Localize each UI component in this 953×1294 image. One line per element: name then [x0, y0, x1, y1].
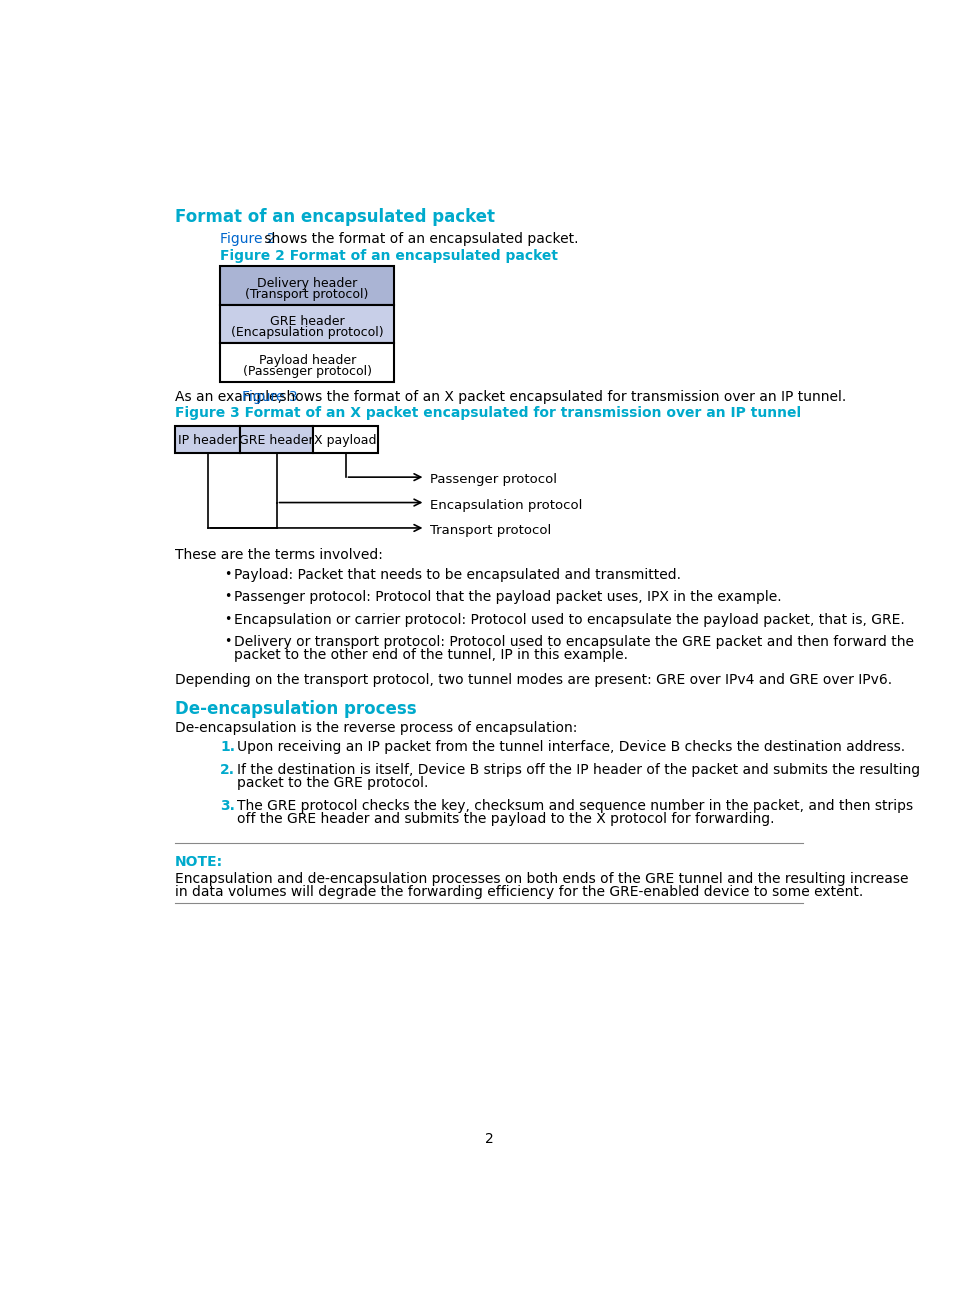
- Text: shows the format of an X packet encapsulated for transmission over an IP tunnel.: shows the format of an X packet encapsul…: [274, 389, 845, 404]
- Text: 3.: 3.: [220, 798, 234, 813]
- Text: IP header: IP header: [177, 433, 237, 446]
- Text: As an example,: As an example,: [174, 389, 286, 404]
- Text: in data volumes will degrade the forwarding efficiency for the GRE-enabled devic: in data volumes will degrade the forward…: [174, 885, 862, 899]
- Text: Transport protocol: Transport protocol: [430, 524, 551, 537]
- Text: If the destination is itself, Device B strips off the IP header of the packet an: If the destination is itself, Device B s…: [236, 762, 920, 776]
- Text: Payload: Packet that needs to be encapsulated and transmitted.: Payload: Packet that needs to be encapsu…: [233, 568, 680, 582]
- Text: Encapsulation protocol: Encapsulation protocol: [430, 498, 581, 511]
- Text: Delivery or transport protocol: Protocol used to encapsulate the GRE packet and : Delivery or transport protocol: Protocol…: [233, 635, 913, 650]
- Text: •: •: [224, 612, 231, 626]
- Text: (Transport protocol): (Transport protocol): [245, 287, 369, 300]
- Text: packet to the GRE protocol.: packet to the GRE protocol.: [236, 776, 428, 789]
- Text: Depending on the transport protocol, two tunnel modes are present: GRE over IPv4: Depending on the transport protocol, two…: [174, 673, 891, 687]
- Text: Figure 2 Format of an encapsulated packet: Figure 2 Format of an encapsulated packe…: [220, 250, 558, 263]
- Text: These are the terms involved:: These are the terms involved:: [174, 547, 382, 562]
- Text: GRE header: GRE header: [239, 433, 314, 446]
- Text: Passenger protocol: Protocol that the payload packet uses, IPX in the example.: Passenger protocol: Protocol that the pa…: [233, 590, 781, 604]
- Text: (Encapsulation protocol): (Encapsulation protocol): [231, 326, 383, 339]
- Text: Format of an encapsulated packet: Format of an encapsulated packet: [174, 207, 495, 225]
- Text: Encapsulation and de-encapsulation processes on both ends of the GRE tunnel and : Encapsulation and de-encapsulation proce…: [174, 872, 907, 886]
- Text: Figure 3 Format of an X packet encapsulated for transmission over an IP tunnel: Figure 3 Format of an X packet encapsula…: [174, 405, 801, 419]
- Text: Encapsulation or carrier protocol: Protocol used to encapsulate the payload pack: Encapsulation or carrier protocol: Proto…: [233, 612, 903, 626]
- Text: (Passenger protocol): (Passenger protocol): [242, 365, 372, 378]
- Text: The GRE protocol checks the key, checksum and sequence number in the packet, and: The GRE protocol checks the key, checksu…: [236, 798, 912, 813]
- Bar: [174, 426, 240, 453]
- Text: De-encapsulation process: De-encapsulation process: [174, 700, 416, 718]
- Text: shows the format of an encapsulated packet.: shows the format of an encapsulated pack…: [260, 233, 578, 246]
- Text: Payload header: Payload header: [258, 355, 355, 367]
- Text: NOTE:: NOTE:: [174, 855, 223, 870]
- Text: De-encapsulation is the reverse process of encapsulation:: De-encapsulation is the reverse process …: [174, 721, 577, 735]
- Bar: [220, 267, 394, 304]
- Text: •: •: [224, 635, 231, 648]
- Text: 1.: 1.: [220, 740, 234, 753]
- Bar: [240, 426, 313, 453]
- Bar: [220, 304, 394, 343]
- Text: 2.: 2.: [220, 762, 234, 776]
- Text: GRE header: GRE header: [270, 316, 344, 329]
- Text: Delivery header: Delivery header: [256, 277, 357, 290]
- Text: •: •: [224, 568, 231, 581]
- Bar: [313, 426, 377, 453]
- Text: •: •: [224, 590, 231, 603]
- Text: Figure 3: Figure 3: [242, 389, 297, 404]
- Text: off the GRE header and submits the payload to the X protocol for forwarding.: off the GRE header and submits the paylo…: [236, 813, 774, 826]
- Text: X payload: X payload: [314, 433, 376, 446]
- Text: Figure 2: Figure 2: [220, 233, 275, 246]
- Text: packet to the other end of the tunnel, IP in this example.: packet to the other end of the tunnel, I…: [233, 648, 627, 663]
- Text: Passenger protocol: Passenger protocol: [430, 474, 557, 487]
- Text: 2: 2: [484, 1132, 493, 1145]
- Text: Upon receiving an IP packet from the tunnel interface, Device B checks the desti: Upon receiving an IP packet from the tun…: [236, 740, 904, 753]
- Bar: [220, 343, 394, 382]
